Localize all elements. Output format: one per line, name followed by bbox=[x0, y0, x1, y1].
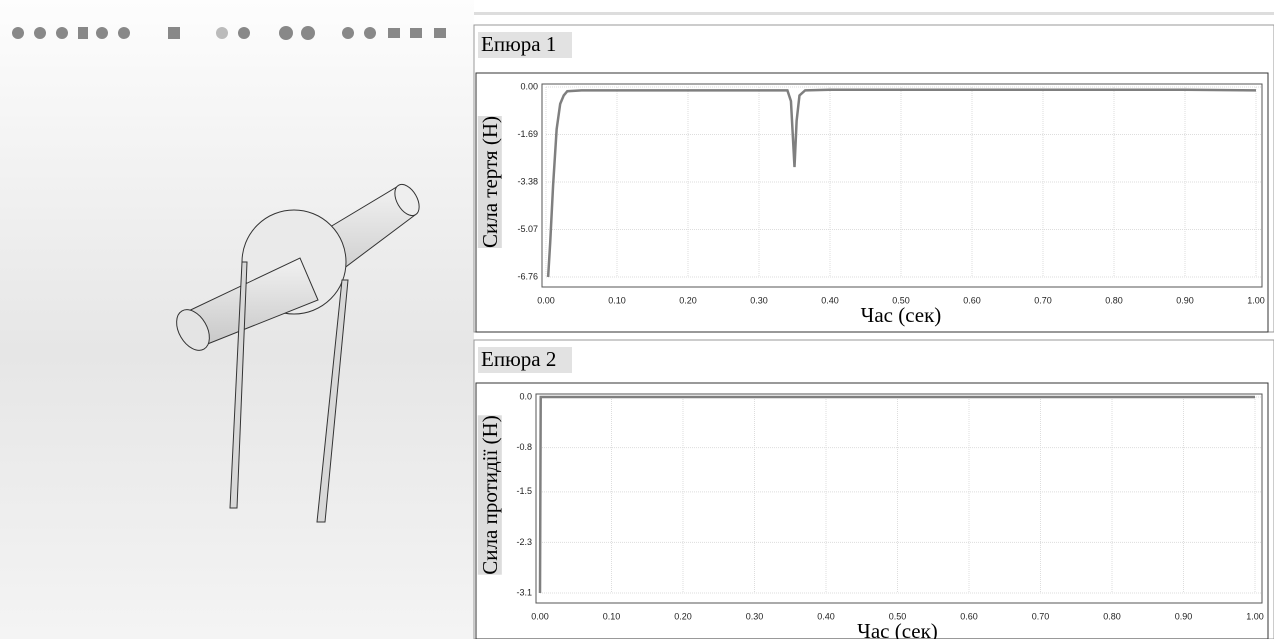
y-tick-label: -2.3 bbox=[516, 537, 532, 547]
x-tick-label: 0.30 bbox=[750, 295, 768, 305]
y-tick-label: 0.00 bbox=[520, 81, 538, 91]
x-tick-label: 0.20 bbox=[679, 295, 697, 305]
x-tick-label: 0.10 bbox=[603, 611, 621, 621]
x-tick-label: 0.70 bbox=[1034, 295, 1052, 305]
x-tick-label: 0.40 bbox=[817, 611, 835, 621]
x-axis-label: Час (сек) bbox=[861, 303, 942, 327]
x-axis-label: Час (сек) bbox=[857, 619, 938, 639]
x-tick-label: 1.00 bbox=[1247, 295, 1265, 305]
screen: Епюра 10.000.100.200.300.400.500.600.700… bbox=[0, 0, 1274, 639]
y-tick-label: -3.1 bbox=[516, 587, 532, 597]
y-tick-label: -1.69 bbox=[517, 129, 538, 139]
panel-title: Епюра 2 bbox=[481, 347, 556, 371]
y-tick-label: -5.07 bbox=[517, 224, 538, 234]
x-tick-label: 0.00 bbox=[531, 611, 549, 621]
panel bbox=[474, 340, 1274, 639]
x-tick-label: 0.90 bbox=[1176, 295, 1194, 305]
y-tick-label: 0.0 bbox=[519, 391, 532, 401]
x-tick-label: 0.80 bbox=[1103, 611, 1121, 621]
x-tick-label: 0.20 bbox=[674, 611, 692, 621]
y-axis-label: Сила протидії (Н) bbox=[478, 415, 502, 574]
y-tick-label: -3.38 bbox=[517, 176, 538, 186]
panel bbox=[474, 25, 1274, 332]
panel-title: Епюра 1 bbox=[481, 32, 556, 56]
top-bar bbox=[474, 12, 1274, 15]
y-tick-label: -0.8 bbox=[516, 442, 532, 452]
x-tick-label: 0.60 bbox=[960, 611, 978, 621]
x-tick-label: 0.10 bbox=[608, 295, 626, 305]
x-tick-label: 0.00 bbox=[537, 295, 555, 305]
x-tick-label: 0.90 bbox=[1175, 611, 1193, 621]
y-axis-label: Сила тертя (Н) bbox=[478, 116, 502, 248]
x-tick-label: 0.40 bbox=[821, 295, 839, 305]
x-tick-label: 1.00 bbox=[1246, 611, 1264, 621]
x-tick-label: 0.60 bbox=[963, 295, 981, 305]
x-tick-label: 0.70 bbox=[1032, 611, 1050, 621]
y-tick-label: -6.76 bbox=[517, 271, 538, 281]
x-tick-label: 0.80 bbox=[1105, 295, 1123, 305]
y-tick-label: -1.5 bbox=[516, 486, 532, 496]
x-tick-label: 0.30 bbox=[746, 611, 764, 621]
